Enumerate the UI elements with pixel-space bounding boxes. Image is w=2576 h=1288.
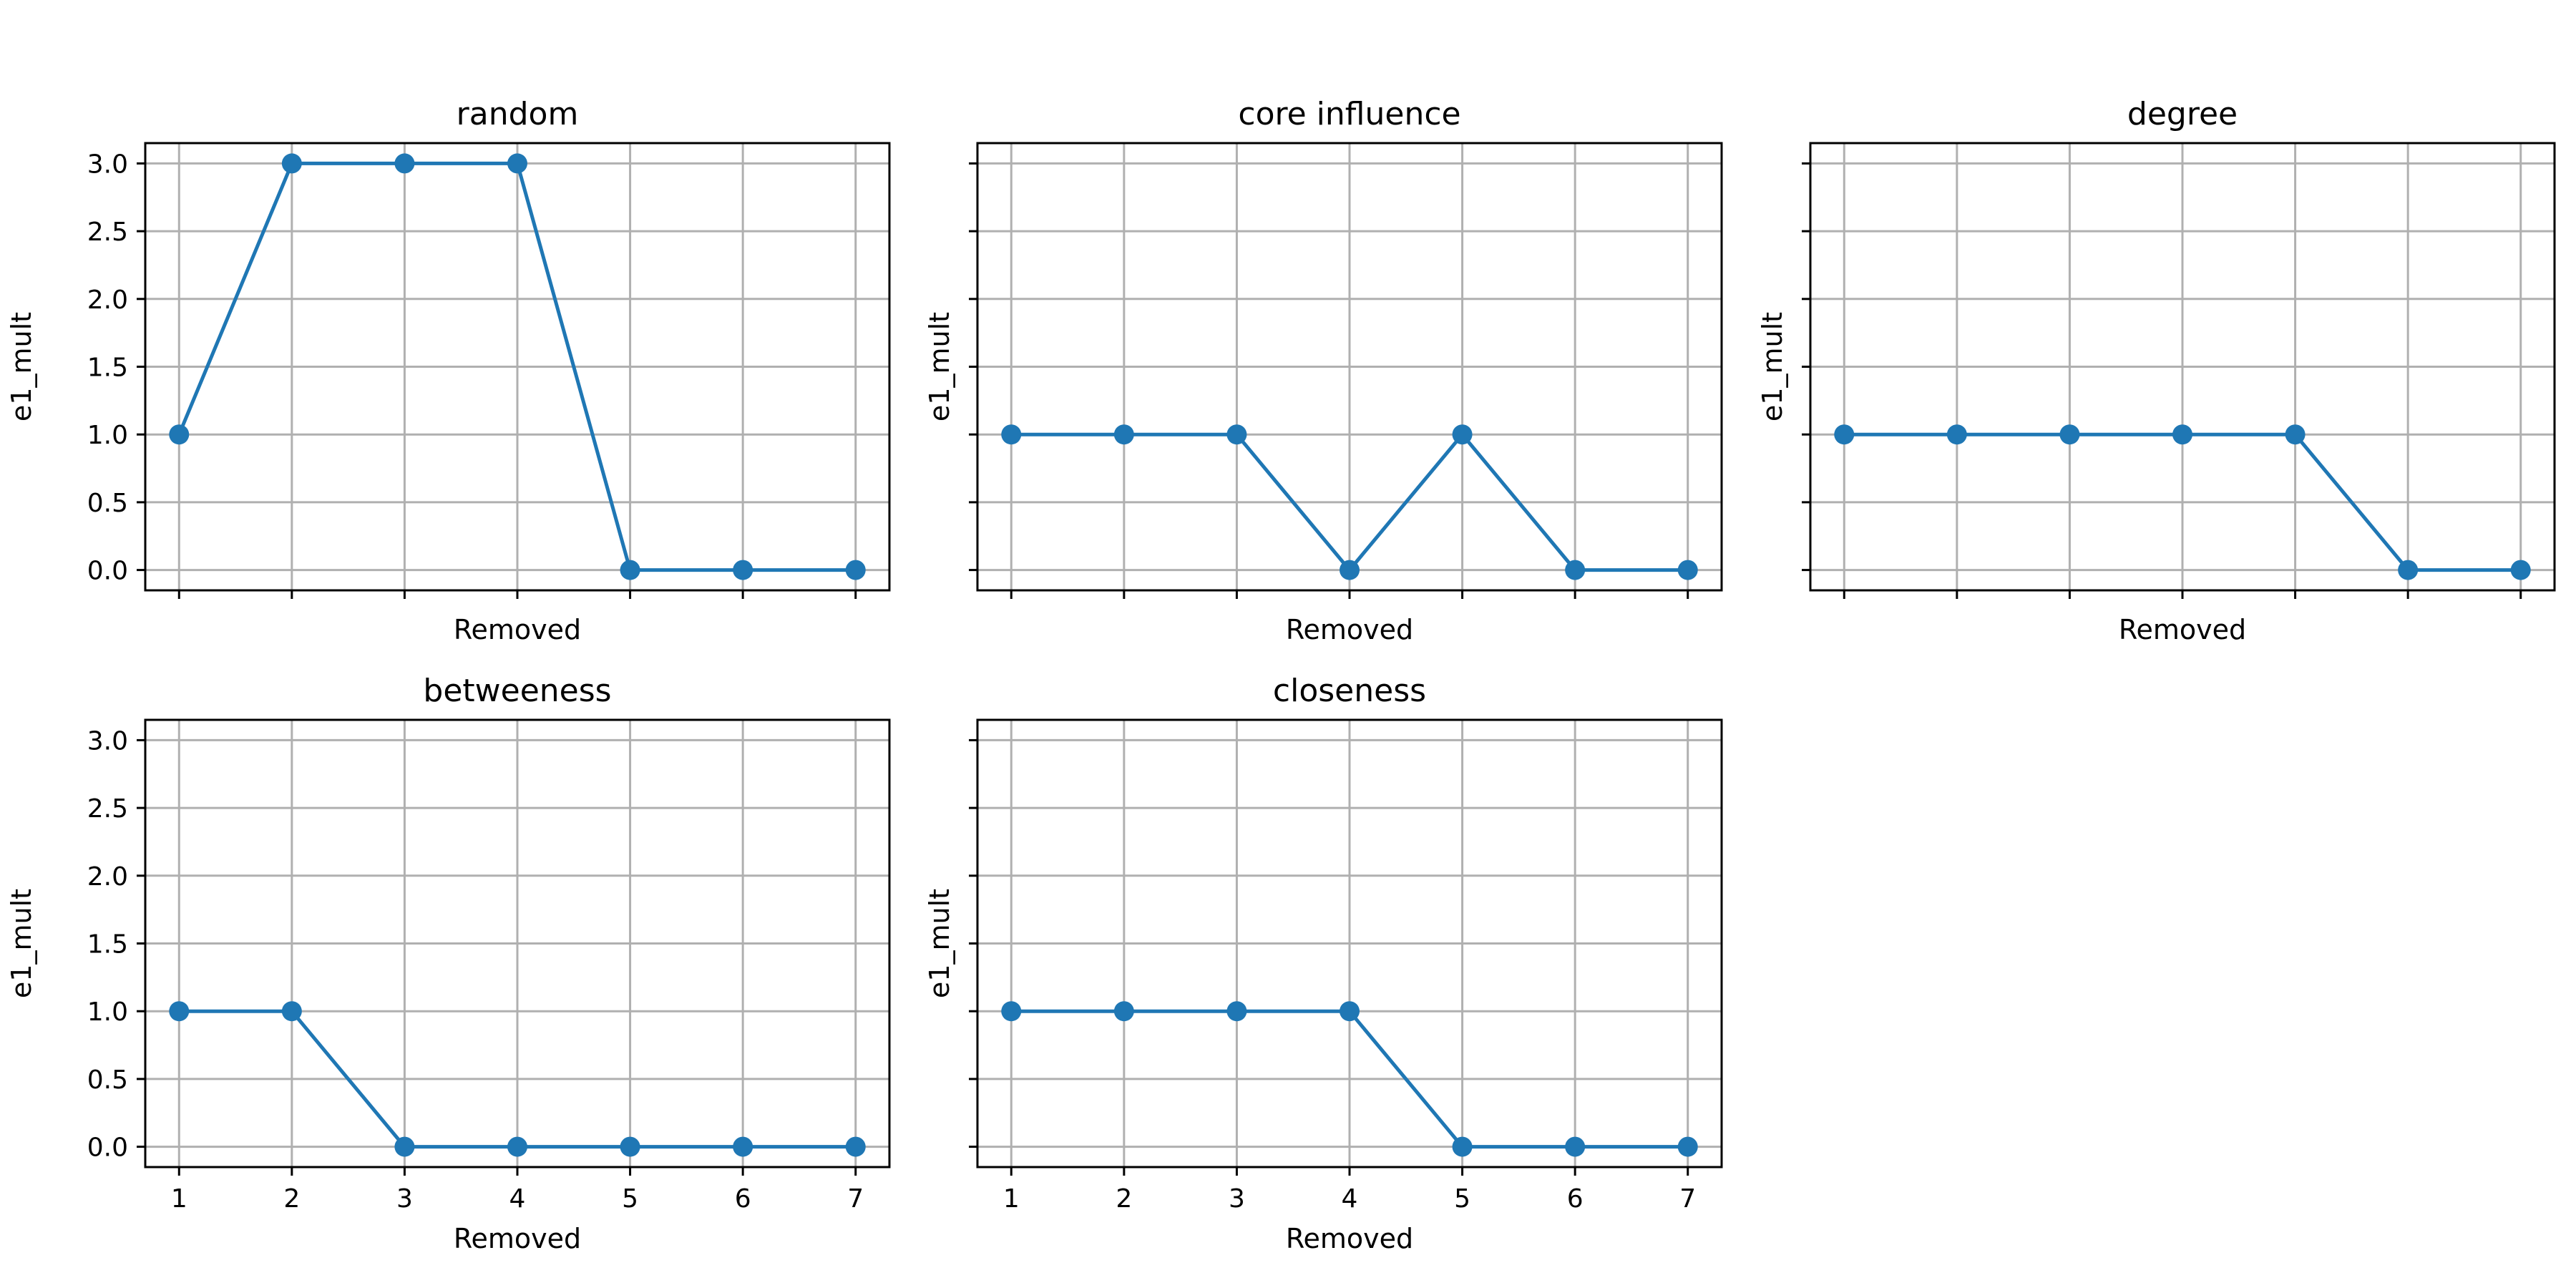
data-point [1001,424,1022,445]
data-point [733,1136,753,1157]
data-point [620,1136,640,1157]
subplot-title: closeness [1273,673,1426,709]
data-point [1226,1001,1247,1022]
data-point [394,1136,415,1157]
subplot-title: degree [2127,96,2238,132]
data-point [845,560,866,580]
data-point [733,560,753,580]
x-tick-label: 3 [396,1184,413,1214]
x-tick-label: 6 [735,1184,751,1214]
data-point [1001,1001,1022,1022]
y-tick-label: 2.5 [87,794,128,824]
y-tick-label: 0.5 [87,489,128,518]
x-tick-label: 2 [283,1184,300,1214]
y-axis-label: e1_mult [924,889,955,998]
data-point [1677,560,1698,580]
subplot-2: degree Removed e1_mult [1757,96,2556,645]
data-point [281,1001,302,1022]
data-point [1834,424,1855,445]
x-tick-label: 4 [509,1184,526,1214]
x-tick-label: 7 [847,1184,864,1214]
data-point [620,560,640,580]
data-point [1565,1136,1586,1157]
subplot-4: 1 2 3 4 5 6 7 closeness Removed e1_mult [924,673,1723,1254]
data-point [507,153,527,174]
x-tick-label: 2 [1116,1184,1132,1214]
y-axis-label: e1_mult [6,312,37,421]
y-tick-label: 3.0 [87,150,128,179]
data-point [281,153,302,174]
data-point [169,424,190,445]
y-tick-label: 1.0 [87,997,128,1027]
data-point [394,153,415,174]
x-tick-label: 3 [1229,1184,1245,1214]
data-point [2510,560,2531,580]
data-point [1565,560,1586,580]
data-point [1452,424,1473,445]
y-tick-label: 3.0 [87,726,128,756]
data-point [2398,560,2419,580]
data-point [2285,424,2306,445]
data-point [2059,424,2080,445]
x-axis-label: Removed [1286,1223,1413,1254]
y-axis-label: e1_mult [924,312,955,421]
subplot-1: core influence Removed e1_mult [924,96,1723,645]
subplot-title: core influence [1238,96,1460,132]
data-point [1452,1136,1473,1157]
data-point [169,1001,190,1022]
y-tick-label: 0.0 [87,557,128,586]
x-tick-label: 5 [1454,1184,1470,1214]
x-axis-label: Removed [1286,614,1413,645]
subplot-0: 0.0 0.5 1.0 1.5 2.0 2.5 3.0 random Removed e1_mul… [6,96,891,645]
subplot-3: 1 2 3 4 5 6 7 0.0 0.5 1.0 1.5 2.0 2.5 3.0 betweeness Re… [6,673,891,1254]
x-axis-label: Removed [454,614,581,645]
x-tick-label: 6 [1567,1184,1584,1214]
data-point [1226,424,1247,445]
y-tick-label: 2.5 [87,218,128,247]
x-axis-label: Removed [2119,614,2246,645]
y-tick-label: 1.5 [87,930,128,960]
y-tick-label: 0.0 [87,1133,128,1163]
y-tick-label: 1.5 [87,353,128,383]
y-axis-label: e1_mult [6,889,37,998]
data-point [1946,424,1967,445]
data-point [1340,560,1360,580]
x-tick-label: 1 [1003,1184,1020,1214]
data-point [507,1136,527,1157]
x-tick-label: 5 [622,1184,638,1214]
x-tick-label: 7 [1679,1184,1696,1214]
x-axis-label: Removed [454,1223,581,1254]
data-point [2172,424,2192,445]
data-point [1677,1136,1698,1157]
data-point [1340,1001,1360,1022]
subplot-title: betweeness [423,673,611,709]
x-tick-label: 4 [1342,1184,1358,1214]
subplot-title: random [457,96,579,132]
y-tick-label: 0.5 [87,1065,128,1095]
data-point [1113,1001,1134,1022]
y-tick-label: 2.0 [87,286,128,315]
y-tick-label: 2.0 [87,862,128,892]
x-tick-label: 1 [171,1184,187,1214]
y-tick-label: 1.0 [87,421,128,450]
data-point [1113,424,1134,445]
y-axis-label: e1_mult [1757,312,1788,421]
data-point [845,1136,866,1157]
